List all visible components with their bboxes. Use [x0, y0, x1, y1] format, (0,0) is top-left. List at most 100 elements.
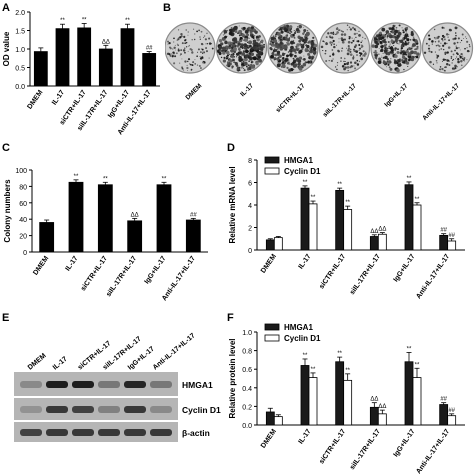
colony	[325, 42, 328, 46]
colony	[327, 32, 330, 35]
colony	[248, 66, 252, 71]
colony	[201, 56, 204, 59]
colony	[274, 53, 278, 57]
colony	[234, 62, 238, 66]
colony	[185, 46, 188, 48]
colony	[452, 53, 455, 56]
colony	[324, 50, 327, 52]
colony	[244, 37, 249, 42]
colony	[204, 38, 207, 41]
colony	[389, 44, 391, 46]
colony	[425, 42, 428, 45]
colony	[181, 66, 183, 69]
panel-label-f: F	[227, 312, 234, 324]
colony	[258, 44, 261, 47]
colony	[442, 40, 444, 42]
colony	[277, 32, 281, 36]
colony	[227, 41, 231, 45]
colony	[347, 45, 350, 48]
colony	[447, 46, 451, 49]
colony	[398, 39, 401, 42]
band-label: HMGA1	[182, 380, 213, 390]
colony	[176, 39, 178, 41]
legend-label: HMGA1	[284, 323, 313, 332]
colony	[346, 52, 350, 56]
colony	[346, 62, 349, 66]
colony	[336, 33, 338, 35]
colony	[382, 39, 386, 43]
significance-mark: ΔΔ	[370, 229, 378, 235]
colony	[221, 47, 224, 50]
colony	[431, 43, 433, 45]
y-axis-label: Relative mRNA level	[228, 166, 237, 243]
colony	[302, 58, 304, 61]
colony	[428, 44, 430, 47]
colony	[440, 48, 443, 50]
colony	[405, 54, 408, 56]
colony	[281, 63, 286, 68]
colony	[428, 50, 431, 53]
colony	[205, 50, 208, 53]
colony	[222, 34, 225, 36]
colony	[435, 38, 437, 40]
colony	[334, 66, 337, 68]
colony	[187, 60, 189, 63]
colony	[191, 39, 193, 41]
colony	[356, 40, 358, 42]
colony	[225, 39, 227, 41]
colony	[173, 62, 176, 65]
colony	[185, 29, 187, 31]
colony	[381, 49, 384, 51]
colony	[466, 49, 470, 53]
y-tick-label: 20	[19, 234, 27, 241]
colony	[271, 44, 274, 47]
colony	[444, 66, 446, 68]
significance-mark: **	[82, 17, 87, 23]
colony	[338, 29, 341, 32]
colony	[358, 30, 360, 32]
colony	[349, 66, 352, 69]
colony	[304, 40, 307, 44]
colony	[262, 45, 265, 49]
colony	[325, 36, 328, 39]
colony	[273, 39, 278, 43]
bar	[335, 189, 345, 251]
colony	[400, 49, 403, 52]
colony	[404, 57, 407, 59]
y-tick-label: 0.2	[242, 404, 252, 411]
colony-plate	[267, 22, 319, 74]
colony	[413, 41, 416, 43]
colony	[352, 39, 355, 42]
colony	[295, 28, 300, 32]
colony	[401, 51, 404, 54]
lane-label: IL-17	[52, 356, 69, 372]
colony	[454, 32, 457, 34]
colony	[333, 45, 336, 49]
colony	[238, 25, 240, 27]
colony	[393, 32, 397, 36]
colony	[454, 37, 457, 40]
colony	[242, 50, 246, 53]
colony	[293, 68, 295, 70]
colony	[332, 33, 335, 36]
colony	[279, 41, 283, 45]
colony	[332, 39, 335, 43]
y-tick-label: 0.5	[15, 66, 25, 73]
colony	[397, 31, 402, 36]
category-label: DMEM	[32, 255, 50, 277]
colony	[355, 36, 357, 38]
colony	[210, 43, 212, 45]
western-blot: DMEM IL-17 siCTR+IL-17siIL-17R+IL-17IgG+IL…	[14, 332, 221, 442]
colony	[249, 31, 253, 35]
colony	[280, 30, 284, 34]
colony	[274, 49, 278, 52]
colony	[250, 52, 255, 56]
colony	[304, 61, 307, 63]
colony	[361, 40, 363, 42]
colony	[353, 65, 355, 67]
colony	[189, 63, 192, 66]
colony	[306, 62, 308, 64]
colony-plate	[421, 22, 474, 74]
colony	[331, 36, 334, 39]
colony	[387, 63, 390, 66]
